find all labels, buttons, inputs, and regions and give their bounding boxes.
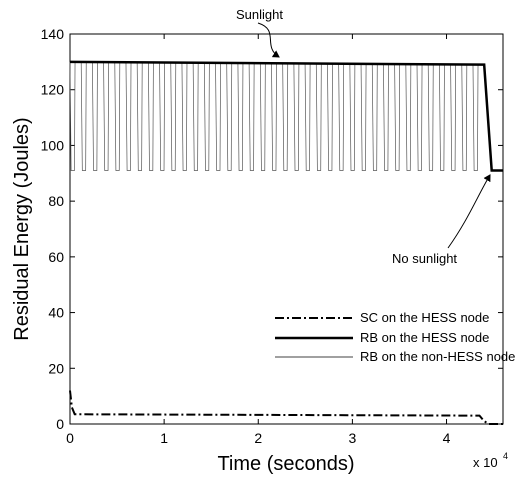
svg-text:No sunlight: No sunlight [392,251,457,266]
series-sc-hess-line [69,390,503,425]
y-axis-ticks: 0 20 40 60 80 100 120 140 [41,26,503,432]
y-tick-label: 60 [48,249,64,265]
x-tick-label: 2 [254,430,262,446]
x-tick-label: 0 [66,430,74,446]
x-axis-ticks: 0 1 2 3 4 [66,34,451,446]
no-sunlight-arrow [447,174,491,249]
y-tick-label: 140 [41,26,65,42]
y-tick-label: 80 [48,193,64,209]
y-tick-label: 40 [48,305,64,321]
legend-label-sc: SC on the HESS node [360,310,489,325]
series-layer [69,60,503,425]
legend-label-rb-hess: RB on the HESS node [360,330,489,345]
annotation-no-sunlight: No sunlight [392,174,491,266]
x-tick-label: 1 [160,430,168,446]
x-axis-label: Time (seconds) [217,453,354,475]
svg-text:x 10: x 10 [473,455,498,470]
x-multiplier: x 10 4 [473,451,508,470]
annotation-sunlight: Sunlight [236,7,283,58]
y-tick-label: 120 [41,82,65,98]
sunlight-arrow [257,22,280,58]
svg-text:4: 4 [503,451,508,461]
series-rb-hess-line [69,60,503,172]
y-tick-label: 100 [41,137,65,153]
legend-label-rb-non-hess: RB on the non-HESS node [360,349,515,364]
y-tick-label: 20 [48,360,64,376]
svg-text:Sunlight: Sunlight [236,7,283,22]
x-tick-label: 3 [348,430,356,446]
plot-area [69,33,504,425]
x-tick-label: 4 [443,430,451,446]
legend: SC on the HESS node RB on the HESS node … [275,310,515,364]
y-tick-label: 0 [56,416,64,432]
y-axis-label: Residual Energy (Joules) [11,117,33,340]
